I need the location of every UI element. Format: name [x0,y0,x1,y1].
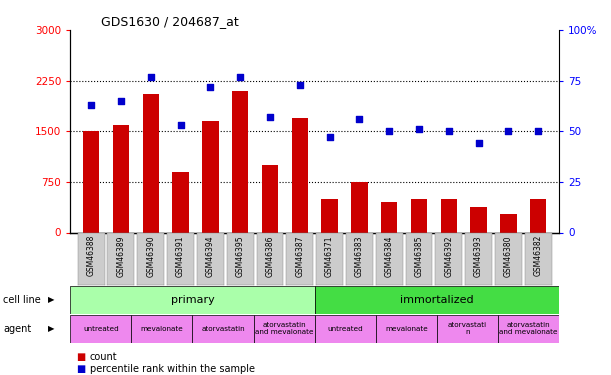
Text: GSM46371: GSM46371 [325,235,334,277]
Bar [321,199,338,232]
Bar [142,94,159,232]
Text: untreated: untreated [83,326,119,332]
Text: mevalonate: mevalonate [385,326,428,332]
Bar [437,315,498,343]
Text: GSM46382: GSM46382 [533,235,543,276]
Text: atorvastatin
and mevalonate: atorvastatin and mevalonate [255,322,313,335]
Text: ▶: ▶ [48,296,55,304]
Text: cell line: cell line [3,295,41,305]
Bar [500,214,516,232]
Point [116,98,126,104]
Bar [192,315,254,343]
Text: GSM46383: GSM46383 [355,235,364,277]
Text: GSM46394: GSM46394 [206,235,215,277]
Text: GSM46389: GSM46389 [117,235,125,277]
Bar [351,182,368,232]
Text: GSM46391: GSM46391 [176,235,185,277]
Text: untreated: untreated [327,326,363,332]
Text: count: count [90,352,117,362]
Bar [70,286,315,314]
Text: GSM46390: GSM46390 [146,235,155,277]
Text: GSM46392: GSM46392 [444,235,453,277]
Text: percentile rank within the sample: percentile rank within the sample [90,364,255,374]
Text: immortalized: immortalized [400,295,474,305]
Bar [113,124,129,232]
Text: GDS1630 / 204687_at: GDS1630 / 204687_at [101,15,238,28]
Bar [254,315,315,343]
Point [235,74,245,80]
Text: GSM46384: GSM46384 [385,235,393,277]
Bar [172,172,189,232]
Bar [262,165,278,232]
Text: GSM46386: GSM46386 [265,235,274,277]
Bar [232,91,248,232]
Point [444,128,454,134]
Text: primary: primary [170,295,214,305]
Point [146,74,156,80]
Point [205,84,215,90]
Bar [70,315,131,343]
Bar [83,131,100,232]
Point [503,128,513,134]
Point [533,128,543,134]
Bar [441,199,457,232]
Point [384,128,394,134]
Bar [411,199,427,232]
Bar [498,315,559,343]
Text: GSM46393: GSM46393 [474,235,483,277]
Bar [470,207,487,232]
Point [295,82,305,88]
Bar [202,121,219,232]
Bar [131,315,192,343]
Point [324,134,334,140]
Bar [376,315,437,343]
Text: GSM46388: GSM46388 [87,235,96,276]
Point [474,140,483,146]
Point [175,122,185,128]
Text: agent: agent [3,324,31,334]
Text: ■: ■ [76,352,86,362]
Bar [530,200,546,232]
Point [414,126,424,132]
Point [265,114,275,120]
Point [354,116,364,122]
Text: mevalonate: mevalonate [141,326,183,332]
Point [86,102,96,108]
Text: ■: ■ [76,364,86,374]
Text: atorvastatin
and mevalonate: atorvastatin and mevalonate [499,322,558,335]
Bar [291,118,308,232]
Text: GSM46387: GSM46387 [295,235,304,277]
Text: GSM46380: GSM46380 [504,235,513,277]
Text: GSM46395: GSM46395 [236,235,244,277]
Bar [315,286,559,314]
Text: GSM46385: GSM46385 [414,235,423,277]
Text: ▶: ▶ [48,324,55,333]
Bar [315,315,376,343]
Text: atorvastatin: atorvastatin [201,326,245,332]
Bar [381,202,397,232]
Text: atorvastati
n: atorvastati n [448,322,487,335]
